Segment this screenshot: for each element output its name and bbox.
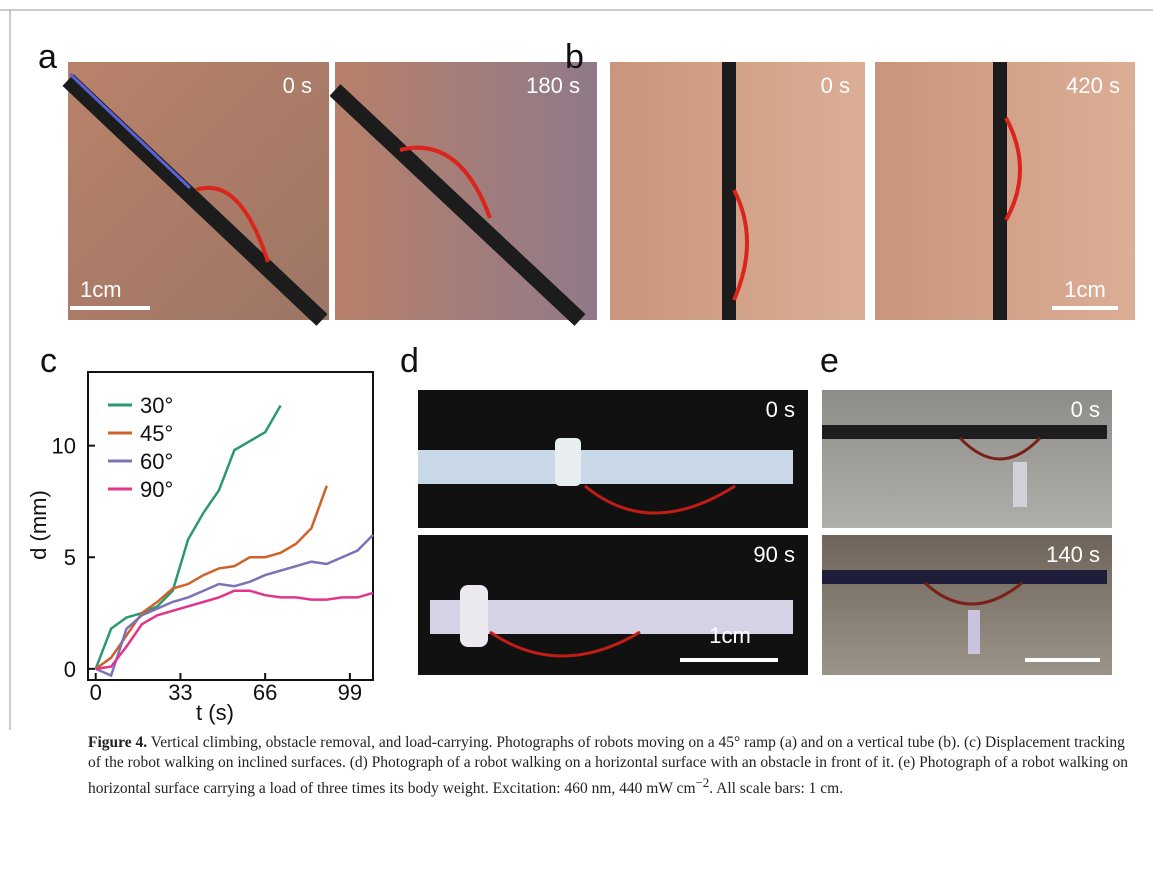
caption-text: . All scale bars: 1 cm. — [709, 780, 843, 797]
legend-label: 30° — [140, 393, 173, 418]
scale-label: 1cm — [1064, 277, 1106, 302]
x-tick-label: 33 — [168, 680, 192, 705]
x-tick-label: 0 — [90, 680, 102, 705]
x-tick-label: 66 — [253, 680, 277, 705]
caption: Figure 4. Vertical climbing, obstacle re… — [88, 733, 1138, 799]
legend-label: 60° — [140, 449, 173, 474]
photo — [610, 62, 865, 320]
plot-frame — [88, 372, 373, 680]
y-tick-label: 10 — [52, 434, 76, 459]
timestamp: 0 s — [1071, 397, 1100, 422]
timestamp: 180 s — [526, 73, 580, 98]
data-line — [96, 591, 373, 669]
data-line — [96, 405, 281, 668]
timestamp: 0 s — [766, 397, 795, 422]
chart: d (mm) t (s) 0 33 66 99 0 5 10 30° 45° 60° 90° — [26, 372, 373, 725]
timestamp: 0 s — [283, 73, 312, 98]
y-tick-label: 5 — [64, 545, 76, 570]
figure: a 0 s 1cm 180 s b 0 s 420 s 1cm c d 0 s — [0, 0, 1153, 730]
photo — [418, 535, 808, 675]
timestamp: 0 s — [821, 73, 850, 98]
photo — [418, 390, 808, 528]
data-line — [96, 535, 373, 676]
timestamp: 140 s — [1046, 542, 1100, 567]
scale-label: 1cm — [80, 277, 122, 302]
panel-label: b — [565, 38, 584, 76]
caption-text: Vertical climbing, obstacle removal, and… — [88, 734, 1128, 797]
legend-label: 90° — [140, 477, 173, 502]
scale-label: 1cm — [709, 623, 751, 648]
photo — [822, 390, 1112, 528]
x-tick-label: 99 — [338, 680, 362, 705]
timestamp: 420 s — [1066, 73, 1120, 98]
page: a 0 s 1cm 180 s b 0 s 420 s 1cm c d 0 s — [0, 0, 1153, 870]
panel-label: d — [400, 342, 419, 380]
panel-label: a — [38, 38, 57, 76]
caption-superscript: −2 — [696, 775, 710, 790]
caption-label: Figure 4. — [88, 734, 147, 751]
timestamp: 90 s — [753, 542, 795, 567]
photo — [335, 62, 597, 320]
legend-label: 45° — [140, 421, 173, 446]
x-axis-label: t (s) — [196, 700, 234, 725]
panel-label: c — [40, 342, 57, 380]
y-tick-label: 0 — [64, 657, 76, 682]
y-axis-label: d (mm) — [26, 490, 51, 560]
panel-label: e — [820, 342, 839, 380]
